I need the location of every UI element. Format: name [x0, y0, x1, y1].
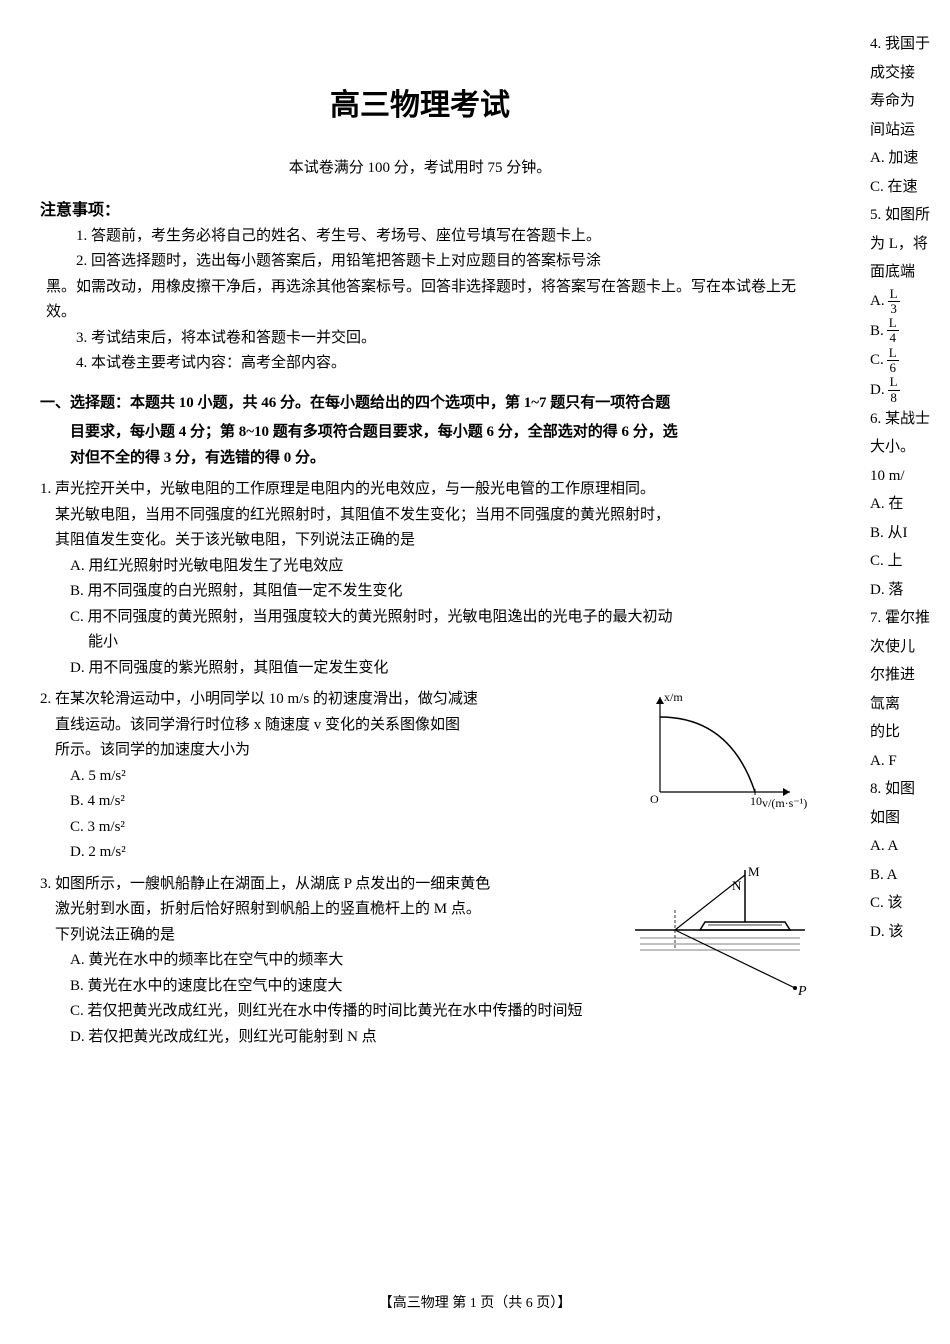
next-page-sliver: 4. 我国于 成交接 寿命为 间站运 A. 加速 C. 在速 5. 如图所 为 …	[860, 30, 950, 946]
edge-line: 的比	[870, 718, 950, 747]
notice-heading: 注意事项：	[40, 197, 800, 224]
q1-option-c: C. 用不同强度的黄光照射，当用强度较大的黄光照射时，光敏电阻逸出的光电子的最大…	[70, 605, 800, 631]
svg-text:M: M	[748, 864, 760, 879]
notice-item-4: 4. 本试卷主要考试内容：高考全部内容。	[46, 351, 800, 377]
edge-line: 为 L，将	[870, 230, 950, 259]
edge-line: 面底端	[870, 258, 950, 287]
q1-text-3: 其阻值发生变化。关于该光敏电阻，下列说法正确的是	[55, 528, 800, 554]
edge-line: B. A	[870, 861, 950, 890]
svg-text:v/(m·s⁻¹): v/(m·s⁻¹)	[762, 796, 807, 810]
section-intro-3: 对但不全的得 3 分，有选错的得 0 分。	[40, 446, 800, 472]
edge-line: A. F	[870, 747, 950, 776]
svg-text:10: 10	[750, 794, 762, 808]
q1-option-a: A. 用红光照射时光敏电阻发生了光电效应	[70, 554, 800, 580]
q1-option-c-cont: 能小	[88, 630, 800, 656]
notice-item-2-cont: 黑。如需改动，用橡皮擦干净后，再选涂其他答案标号。回答非选择题时，将答案写在答题…	[46, 275, 800, 326]
edge-line: 4. 我国于	[870, 30, 950, 59]
edge-line: 尔推进	[870, 661, 950, 690]
edge-line: 间站运	[870, 116, 950, 145]
q1-text-2: 某光敏电阻，当用不同强度的红光照射时，其阻值不发生变化；当用不同强度的黄光照射时…	[55, 503, 800, 529]
edge-line: 6. 某战士	[870, 405, 950, 434]
edge-line: 大小。	[870, 433, 950, 462]
edge-line: B. 从I	[870, 519, 950, 548]
edge-line: C. 上	[870, 547, 950, 576]
question-3: 3. 如图所示，一艘帆船静止在湖面上，从湖底 P 点发出的一细束黄色 激光射到水…	[40, 872, 800, 1051]
svg-text:O: O	[650, 792, 659, 806]
edge-line: 8. 如图	[870, 775, 950, 804]
edge-line: 如图	[870, 804, 950, 833]
edge-line: 成交接	[870, 59, 950, 88]
exam-info: 本试卷满分 100 分，考试用时 75 分钟。	[40, 156, 800, 182]
edge-line: A. 加速	[870, 144, 950, 173]
question-1: 1. 声光控开关中，光敏电阻的工作原理是电阻内的光电效应，与一般光电管的工作原理…	[40, 477, 800, 681]
edge-line: D. 该	[870, 918, 950, 947]
edge-line: D. 落	[870, 576, 950, 605]
edge-line: C. 在速	[870, 173, 950, 202]
q1-option-b: B. 用不同强度的白光照射，其阻值一定不发生变化	[70, 579, 800, 605]
q1-text: 1. 声光控开关中，光敏电阻的工作原理是电阻内的光电效应，与一般光电管的工作原理…	[40, 477, 800, 503]
notice-item-1: 1. 答题前，考生务必将自己的姓名、考生号、考场号、座位号填写在答题卡上。	[46, 224, 800, 250]
q2-option-c: C. 3 m/s²	[70, 815, 800, 841]
svg-text:P: P	[797, 984, 807, 999]
q1-option-d: D. 用不同强度的紫光照射，其阻值一定发生变化	[70, 656, 800, 682]
edge-line: 次使儿	[870, 633, 950, 662]
section-intro-2: 目要求，每小题 4 分；第 8~10 题有多项符合题目要求，每小题 6 分，全部…	[40, 420, 800, 446]
q3-option-d: D. 若仅把黄光改成红光，则红光可能射到 N 点	[70, 1025, 800, 1051]
question-2: 2. 在某次轮滑运动中，小明同学以 10 m/s 的初速度滑出，做匀减速 直线运…	[40, 687, 800, 866]
svg-text:x/m: x/m	[664, 690, 683, 704]
page-title: 高三物理考试	[40, 80, 800, 131]
edge-line: C. 该	[870, 889, 950, 918]
edge-line: A. A	[870, 832, 950, 861]
edge-line: 寿命为	[870, 87, 950, 116]
svg-text:N: N	[732, 878, 742, 893]
q3-diagram: M N P	[630, 860, 815, 1005]
edge-option-c: C. L6	[870, 346, 950, 376]
main-content: 高三物理考试 本试卷满分 100 分，考试用时 75 分钟。 注意事项： 1. …	[40, 80, 800, 1050]
edge-line: 7. 霍尔推	[870, 604, 950, 633]
edge-line: A. 在	[870, 490, 950, 519]
page-footer: 【高三物理 第 1 页（共 6 页）】	[0, 1292, 950, 1316]
edge-option-b: B. L4	[870, 316, 950, 346]
notice-item-3: 3. 考试结束后，将本试卷和答题卡一并交回。	[46, 326, 800, 352]
edge-option-d: D. L8	[870, 375, 950, 405]
section-intro-1: 一、选择题：本题共 10 小题，共 46 分。在每小题给出的四个选项中，第 1~…	[40, 391, 800, 417]
notice-item-2: 2. 回答选择题时，选出每小题答案后，用铅笔把答题卡上对应题目的答案标号涂	[46, 249, 800, 275]
q2-graph: O 10 v/(m·s⁻¹) x/m	[640, 687, 810, 817]
edge-line: 10 m/	[870, 462, 950, 491]
edge-option-a: A. L3	[870, 287, 950, 317]
edge-line: 5. 如图所	[870, 201, 950, 230]
edge-line: 氙离	[870, 690, 950, 719]
